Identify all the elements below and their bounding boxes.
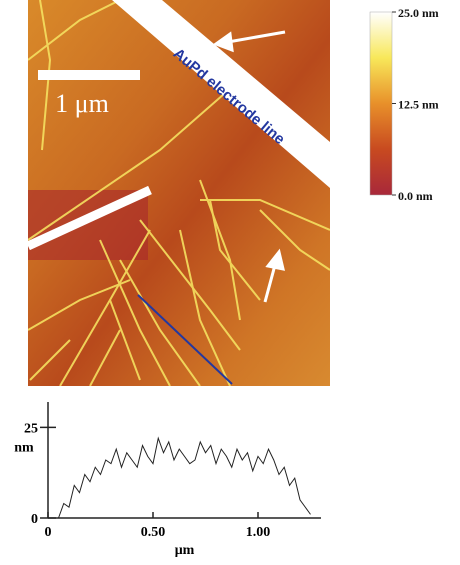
colorbar-label: 0.0 nm — [398, 189, 433, 203]
colorbar — [370, 12, 392, 195]
colorbar-label: 25.0 nm — [398, 6, 439, 20]
colorbar-label: 12.5 nm — [398, 98, 439, 112]
scale-bar-label: 1 μm — [55, 89, 109, 118]
x-axis-label: μm — [175, 543, 195, 558]
profile-line — [59, 438, 311, 518]
x-tick-label: 0.50 — [141, 525, 166, 540]
figure: 1 μm AuPd electrode line 25.0 nm12.5 nm0… — [0, 0, 460, 560]
y-tick-label: 25 — [24, 421, 38, 436]
x-tick-label: 0 — [45, 525, 52, 540]
y-axis-label: nm — [14, 440, 34, 455]
x-tick-label: 1.00 — [246, 525, 271, 540]
y-tick-label: 0 — [31, 512, 38, 527]
